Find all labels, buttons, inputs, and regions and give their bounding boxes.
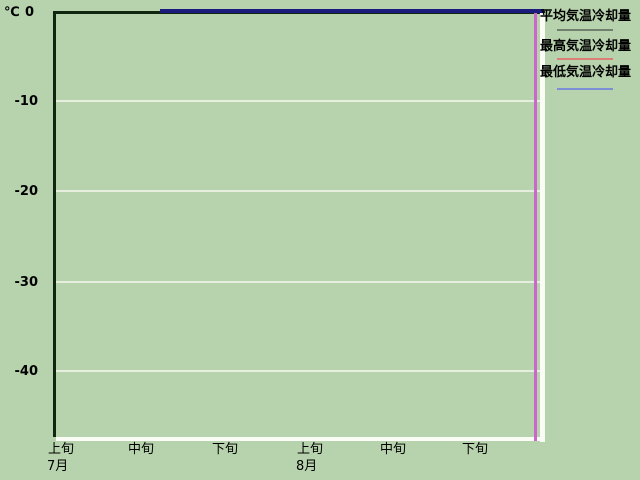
data-line-zero — [160, 9, 544, 13]
gridline-neg10 — [56, 100, 540, 102]
legend-label-average-temp-cooling: 平均気温冷却量 — [540, 9, 632, 24]
legend-line-min-temp-cooling — [557, 88, 613, 90]
month-label-july: 7月 — [47, 459, 69, 474]
legend-label-max-temp-cooling: 最高気温冷却量 — [540, 39, 632, 54]
legend-line-max-temp-cooling — [557, 58, 613, 60]
y-tick-label-neg40: -40 — [14, 364, 39, 379]
y-tick-label-neg30: -30 — [14, 275, 39, 290]
x-tick-label-jul-early: 上旬 — [48, 442, 75, 457]
x-tick-label-aug-mid: 中旬 — [380, 442, 407, 457]
gridline-neg20 — [56, 190, 540, 192]
y-tick-label-neg20: -20 — [14, 184, 39, 199]
legend-item-min-temp-cooling: 最低気温冷却量 — [540, 66, 640, 90]
x-tick-label-jul-late: 下旬 — [212, 442, 239, 457]
legend-line-average-temp-cooling — [557, 29, 613, 31]
x-tick-label-aug-early: 上旬 — [297, 442, 324, 457]
x-tick-label-jul-mid: 中旬 — [128, 442, 155, 457]
y-tick-label-0: 0 — [24, 5, 34, 20]
current-date-marker-line — [534, 13, 537, 441]
month-label-august: 8月 — [296, 459, 318, 474]
gridline-neg30 — [56, 281, 540, 283]
plot-border-bottom — [56, 437, 545, 441]
y-tick-label-neg10: -10 — [14, 94, 39, 109]
gridline-neg40 — [56, 370, 540, 372]
x-tick-label-aug-late: 下旬 — [462, 442, 489, 457]
y-axis-unit-label: ℃ — [4, 5, 20, 20]
plot-border-right — [540, 13, 545, 442]
legend-item-max-temp-cooling: 最高気温冷却量 — [540, 40, 640, 64]
plot-border-left — [53, 11, 56, 437]
legend-item-average-temp-cooling: 平均気温冷却量 — [540, 10, 640, 34]
legend-label-min-temp-cooling: 最低気温冷却量 — [540, 65, 632, 80]
